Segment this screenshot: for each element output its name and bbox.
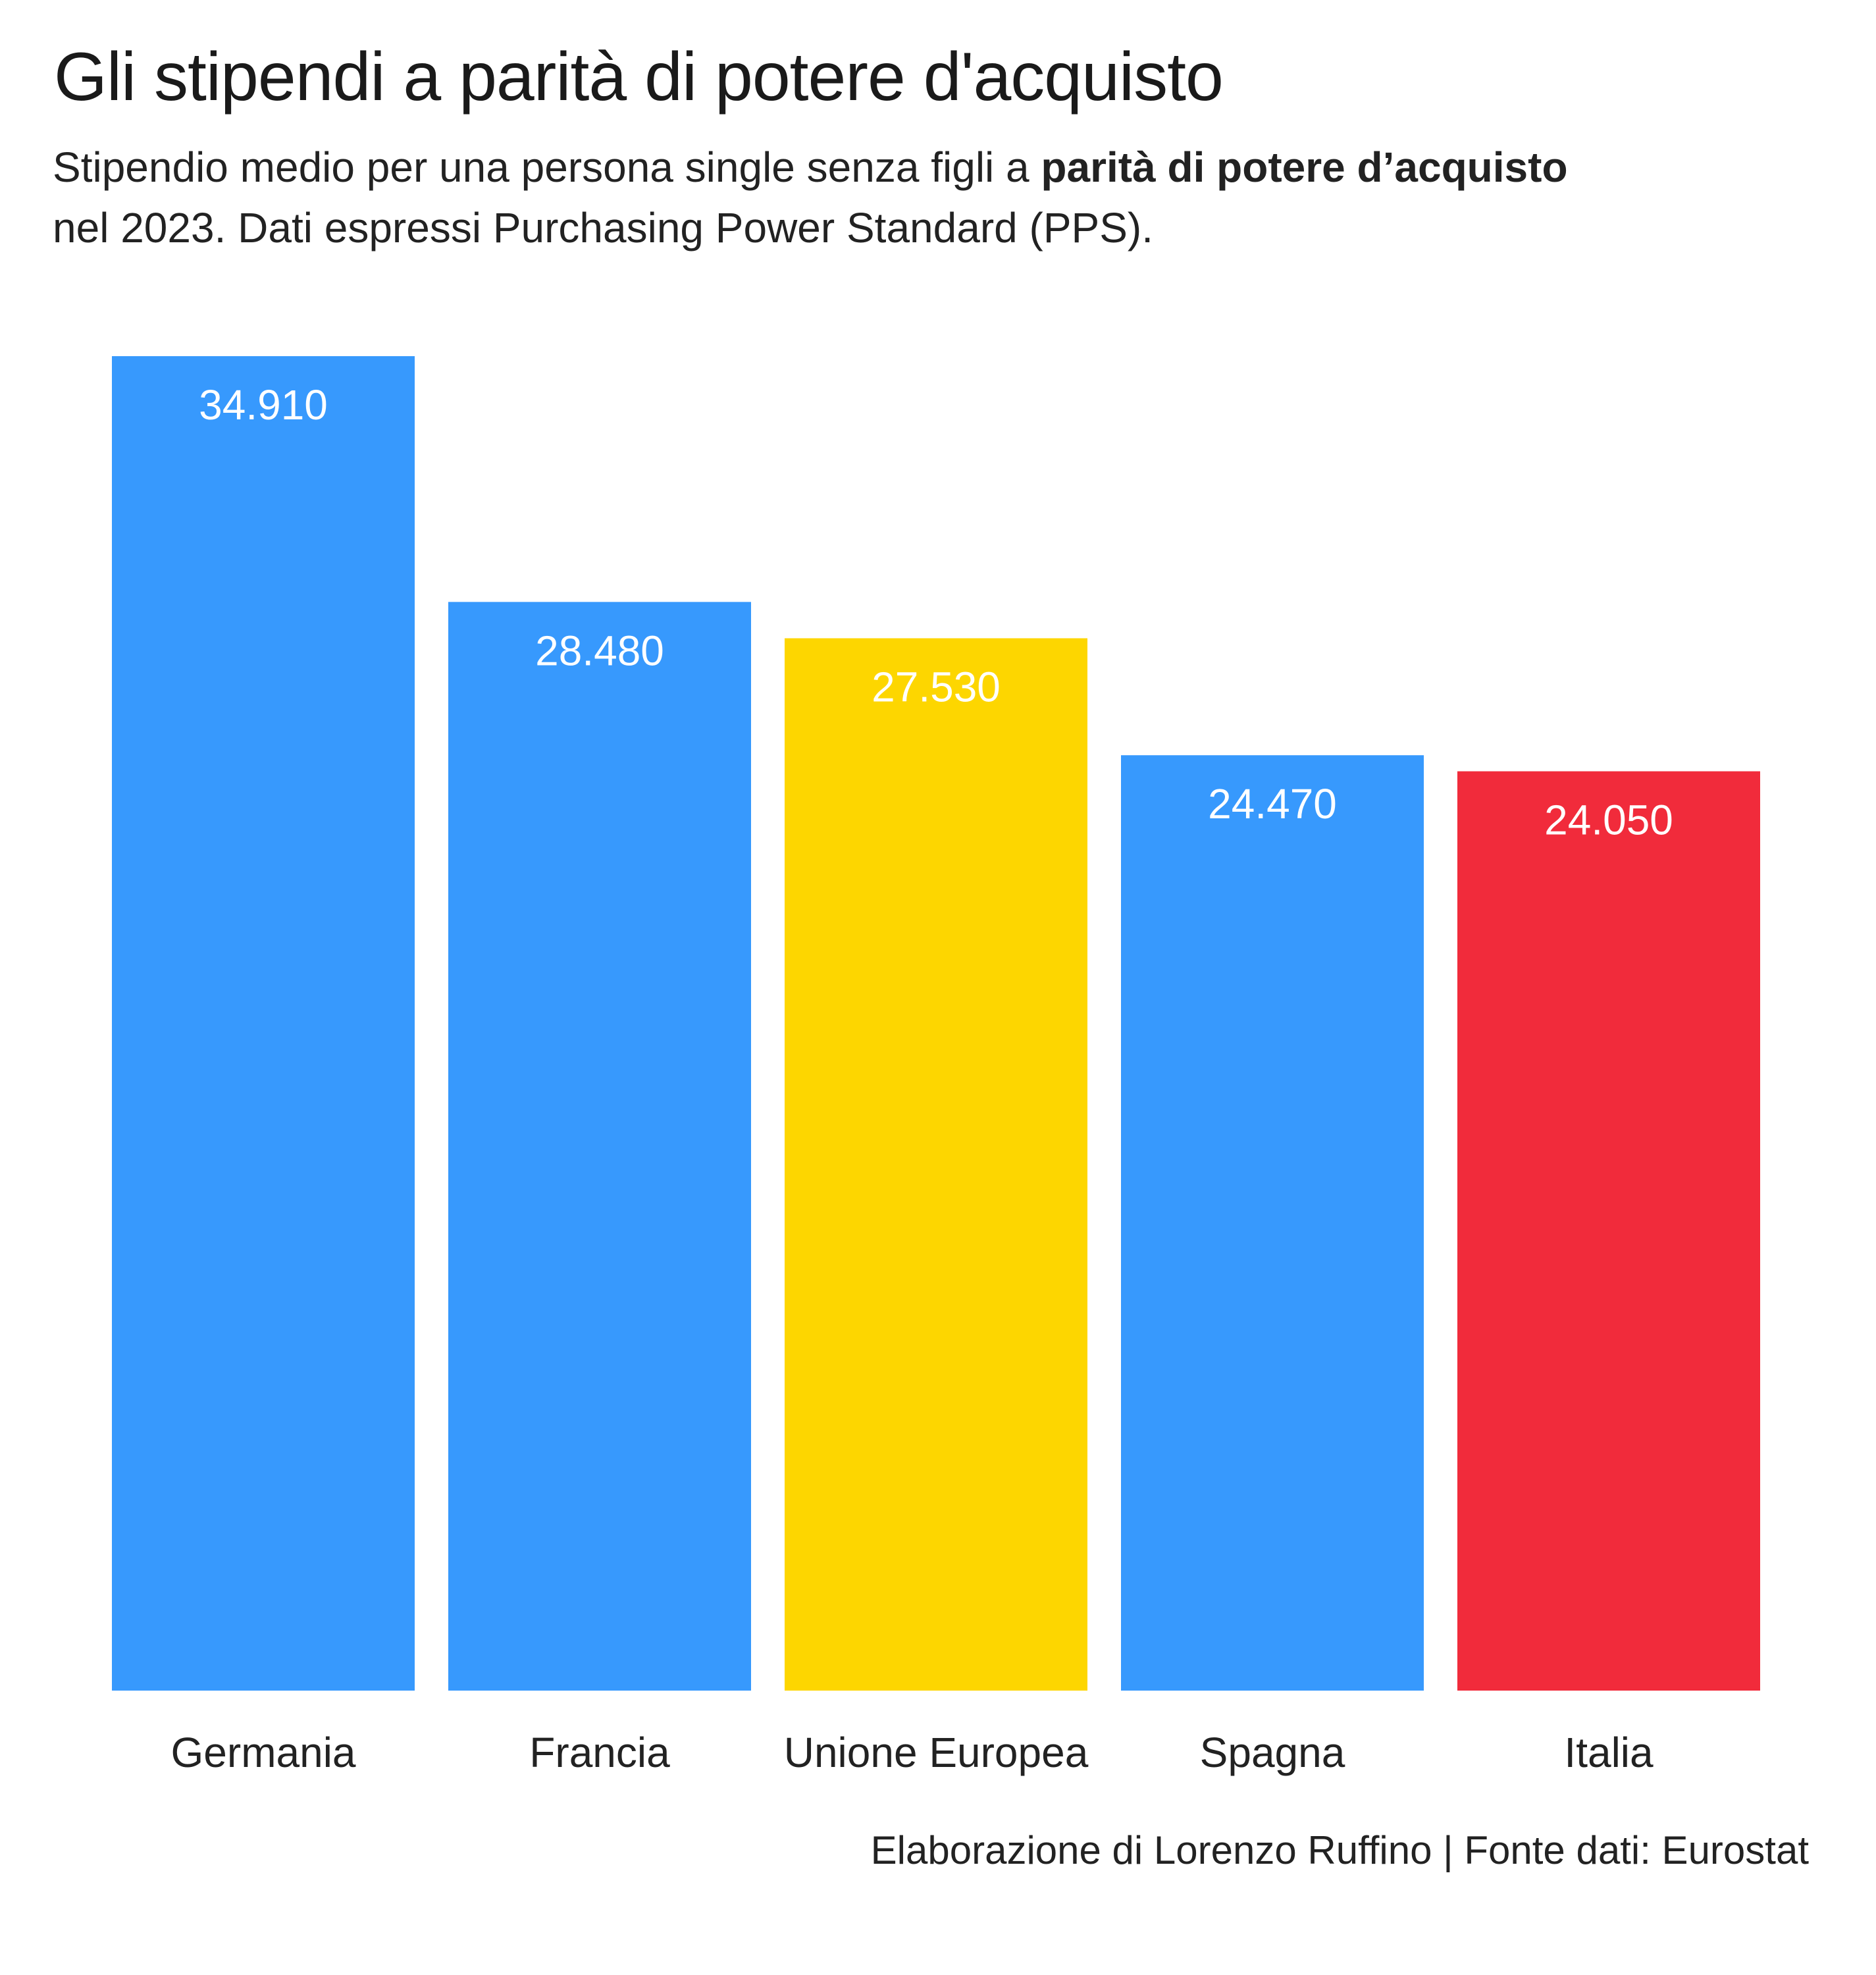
source-caption: Elaborazione di Lorenzo Ruffino | Fonte … — [870, 1828, 1809, 1872]
subtitle-text: Stipendio medio per una persona single s… — [53, 144, 1041, 191]
bar-francia — [448, 602, 751, 1691]
subtitle-text-line2: nel 2023. Dati espressi Purchasing Power… — [53, 204, 1153, 251]
category-label: Francia — [529, 1729, 670, 1776]
category-label: Germania — [171, 1729, 356, 1776]
chart-subtitle: Stipendio medio per una persona single s… — [53, 137, 1797, 258]
value-label: 27.530 — [872, 664, 1001, 711]
category-label: Spagna — [1200, 1729, 1345, 1776]
value-label: 24.470 — [1208, 780, 1337, 828]
value-label: 34.910 — [199, 381, 328, 429]
category-label: Unione Europea — [784, 1729, 1089, 1776]
category-label: Italia — [1564, 1729, 1654, 1776]
subtitle-emphasis: parità di potere d’acquisto — [1041, 144, 1568, 191]
bar-unione-europea — [785, 638, 1087, 1691]
bar-spagna — [1121, 755, 1424, 1691]
chart-title: Gli stipendi a parità di potere d'acquis… — [54, 39, 1224, 115]
bar-germania — [112, 356, 415, 1691]
value-label: 28.480 — [535, 627, 664, 674]
bar-italia — [1457, 771, 1760, 1691]
value-label: 24.050 — [1544, 797, 1673, 844]
